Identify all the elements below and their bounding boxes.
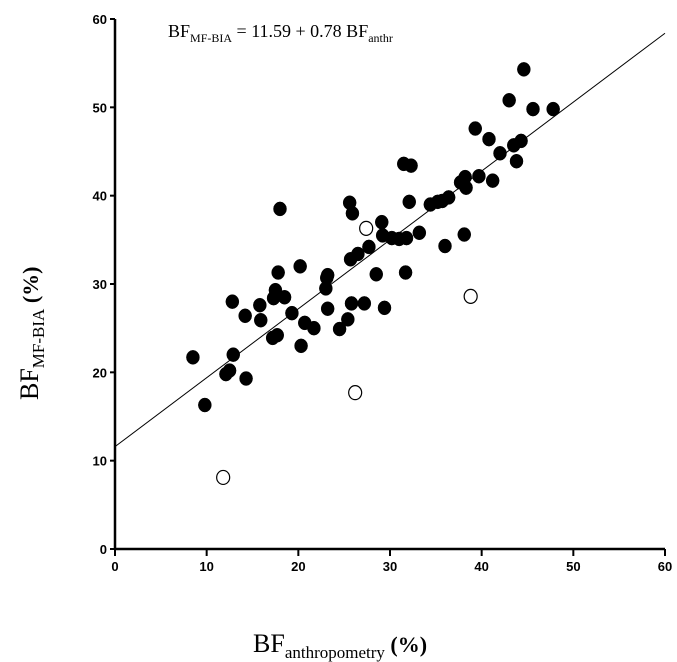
data-point-open [359,220,374,236]
data-point-filled [341,312,355,327]
data-point-filled [285,305,299,321]
x-tick-label: 10 [199,559,213,574]
data-points [186,62,560,486]
data-point-filled [526,101,540,117]
tick-marks [110,18,666,556]
data-point-open [216,469,231,486]
data-point-filled [307,320,321,336]
axes [113,19,665,551]
data-point-filled [375,214,389,230]
data-point-filled [482,131,496,147]
data-point-filled [268,282,283,298]
data-point-filled [320,267,335,283]
data-point-filled [293,259,307,274]
data-point-filled [514,133,528,149]
data-point-filled [226,347,240,362]
data-point-filled [377,300,392,316]
data-point-filled [502,93,516,108]
x-axis-title: BFanthropometry (%) [253,629,427,662]
data-point-filled [412,225,427,241]
data-point-filled [253,297,267,313]
data-point-filled [345,206,360,221]
data-point-filled [225,294,240,309]
y-axis-title: BFMF-BIA (%) [15,267,48,400]
data-point-open [463,288,478,304]
data-point-filled [186,350,200,365]
data-point-filled [404,158,418,173]
data-point-filled [239,371,253,386]
data-point-filled [459,180,473,195]
data-point-filled [438,238,452,254]
data-point-filled [472,168,486,184]
data-point-filled [468,121,482,136]
data-point-filled [493,146,507,161]
tick-labels: 0 10 20 30 40 50 60 0 10 20 30 40 50 60 [93,12,673,574]
data-point-filled [546,101,560,117]
data-point-filled [485,173,500,188]
y-tick-label: 40 [93,189,107,204]
data-point-filled [238,308,252,324]
data-point-filled [402,194,416,210]
data-point-filled [517,62,531,77]
data-point-filled [270,327,284,343]
data-point-filled [320,301,335,316]
x-tick-label: 30 [383,559,397,574]
data-point-filled [277,290,292,305]
x-tick-label: 40 [474,559,488,574]
y-tick-label: 10 [93,454,107,469]
x-tick-label: 60 [658,559,672,574]
y-tick-label: 0 [100,542,107,557]
data-point-filled [509,153,524,169]
data-point-filled [198,397,212,413]
data-point-filled [254,312,268,328]
y-tick-label: 30 [93,277,107,292]
x-tick-label: 20 [291,559,305,574]
y-tick-label: 50 [93,100,107,115]
data-point-filled [351,246,365,262]
x-tick-label: 0 [111,559,118,574]
data-point-filled [344,296,359,311]
y-tick-label: 60 [93,12,107,27]
data-point-filled [441,190,456,205]
y-tick-label: 20 [93,365,107,380]
data-point-filled [399,230,414,246]
data-point-filled [398,265,413,280]
data-point-filled [222,363,237,378]
data-point-filled [273,201,287,217]
regression-equation: BFMF-BIA = 11.59 + 0.78 BFanthr [168,21,393,45]
data-point-open [348,385,363,401]
data-point-filled [457,227,471,242]
data-point-filled [362,239,376,255]
data-point-filled [332,321,347,337]
data-point-filled [357,296,372,311]
data-point-filled [369,267,383,282]
x-tick-label: 50 [566,559,580,574]
data-point-filled [271,265,285,280]
data-point-filled [294,338,308,354]
